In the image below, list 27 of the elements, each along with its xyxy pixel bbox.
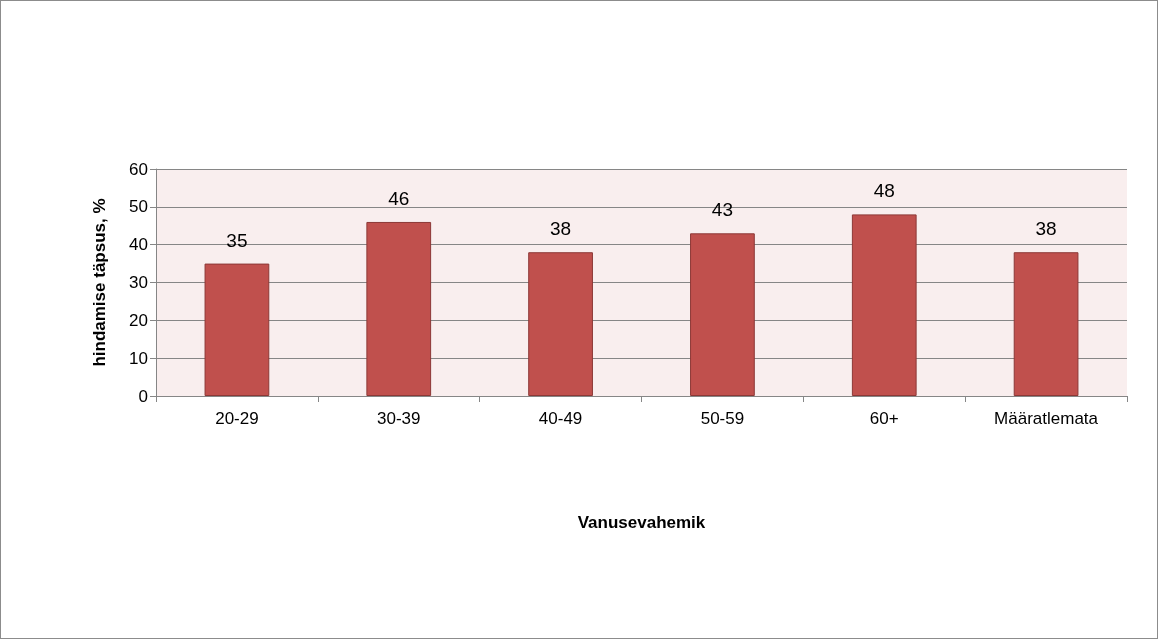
x-tick-label: 50-59 [700,409,745,428]
x-tick-label: 20-29 [215,409,259,428]
x-tick-label: 60+ [869,409,899,428]
y-tick-label: 20 [129,310,148,330]
x-axis-title: Vanusevahemik [577,513,706,532]
bar [851,214,917,396]
bar [1013,252,1079,396]
data-label: 43 [711,199,733,221]
bar [204,263,270,396]
x-tick-label: 40-49 [538,409,583,428]
y-tick-label: 40 [129,235,148,255]
data-label: 35 [226,229,248,251]
y-tick-label: 50 [129,197,148,217]
data-label: 38 [1035,218,1057,240]
x-tick-label: 30-39 [377,409,421,428]
y-tick-label: 0 [138,386,148,406]
data-label: 48 [873,180,895,202]
bar [366,221,432,396]
y-axis-title: hindamise täpsus, % [90,198,109,367]
y-tick-label: 10 [129,348,148,368]
y-tick-label: 60 [129,159,148,179]
bar [528,252,593,396]
x-tick-label: Määratlemata [994,409,1099,428]
data-label: 46 [388,187,410,209]
y-tick-label: 30 [129,273,148,292]
bar [690,233,755,396]
data-label: 38 [550,218,572,240]
